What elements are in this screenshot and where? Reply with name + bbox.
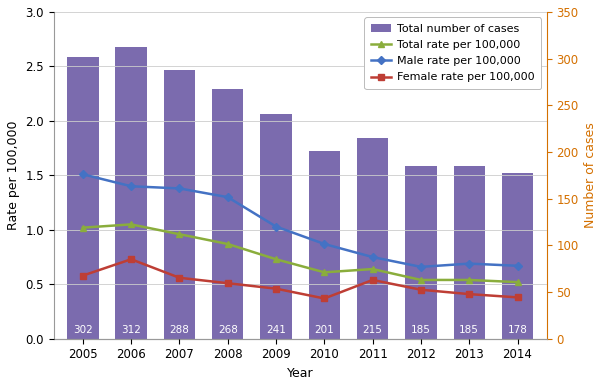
Text: 268: 268	[218, 325, 237, 335]
Bar	[405, 166, 437, 339]
Y-axis label: Number of cases: Number of cases	[584, 123, 597, 228]
Bar	[357, 138, 388, 339]
Text: 241: 241	[266, 325, 286, 335]
Text: 215: 215	[363, 325, 382, 335]
Bar	[67, 57, 98, 339]
Text: 312: 312	[121, 325, 141, 335]
X-axis label: Year: Year	[287, 367, 313, 380]
Text: 178: 178	[507, 325, 527, 335]
Bar	[260, 114, 292, 339]
Bar	[212, 89, 243, 339]
Text: 185: 185	[459, 325, 479, 335]
Text: 302: 302	[73, 325, 92, 335]
Bar	[115, 48, 147, 339]
Bar	[309, 151, 340, 339]
Text: 201: 201	[315, 325, 334, 335]
Bar	[502, 173, 533, 339]
Text: 185: 185	[411, 325, 431, 335]
Legend: Total number of cases, Total rate per 100,000, Male rate per 100,000, Female rat: Total number of cases, Total rate per 10…	[364, 17, 541, 89]
Bar	[164, 70, 195, 339]
Text: 288: 288	[170, 325, 190, 335]
Bar	[454, 166, 485, 339]
Y-axis label: Rate per 100,000: Rate per 100,000	[7, 121, 20, 230]
